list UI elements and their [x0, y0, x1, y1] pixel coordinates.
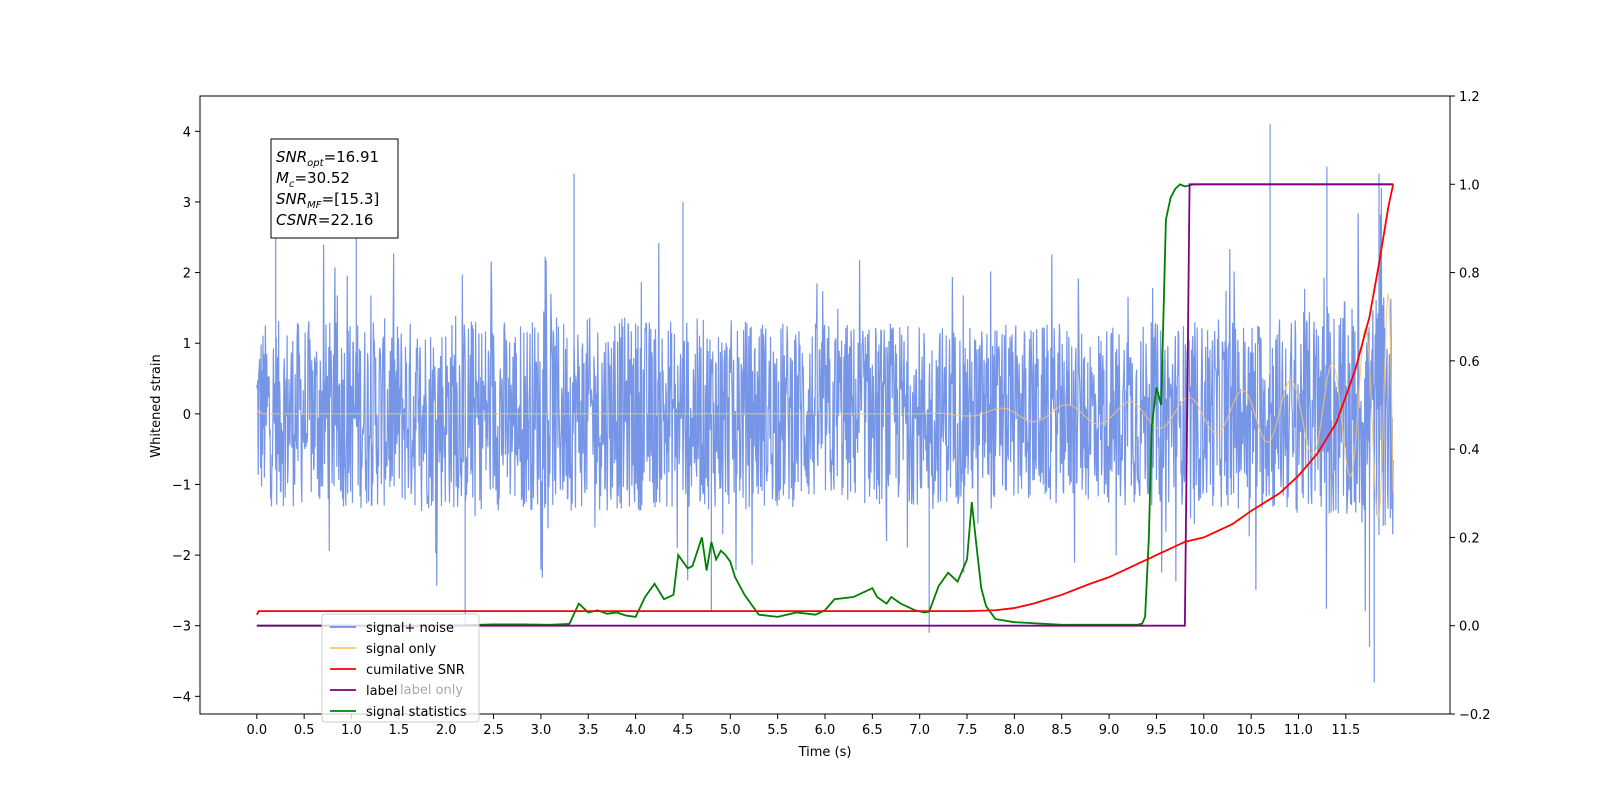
x-axis: 0.0 0.5 1.0 1.5 2.0 2.5 3.0 3.5 4.0 4.5 5.0 5.5 6.0 6…: [246, 714, 1360, 738]
series-cumulative-snr: [256, 184, 1395, 616]
annotation-line: SNRMF=[15.3]: [276, 190, 379, 211]
x-tick-label: 9.0: [1099, 723, 1120, 738]
x-tick-label: 0.5: [294, 723, 315, 738]
annotation-line: CSNR=22.16: [276, 211, 373, 229]
x-tick-label: 6.0: [815, 723, 836, 738]
x-tick-label: 3.0: [531, 723, 552, 738]
x-tick-label: 1.0: [341, 723, 362, 738]
y-axis-left: 4 3 2 1 0 −1 −2 −3 −4: [172, 125, 200, 705]
x-tick-label: 1.5: [389, 723, 410, 738]
x-tick-label: 8.5: [1051, 723, 1072, 738]
y-tick-label: 1: [183, 337, 191, 352]
y-tick-label: −1: [172, 478, 191, 493]
x-tick-label: 7.0: [909, 723, 930, 738]
annotation-subscript: MF: [307, 200, 322, 211]
annotation-subscript: opt: [307, 158, 324, 169]
y-tick-label: −3: [172, 620, 191, 635]
y2-tick-label: 1.2: [1459, 90, 1480, 105]
x-tick-label: 11.0: [1284, 723, 1313, 738]
stats-annotation-box: SNRopt=16.91Mc=30.52SNRMF=[15.3]CSNR=22.…: [270, 138, 399, 239]
legend-label: signal+ noise: [366, 621, 454, 636]
y2-tick-label: 0.6: [1459, 355, 1480, 370]
y2-tick-label: −0.2: [1459, 708, 1491, 723]
legend-label: signal only: [366, 642, 436, 657]
plot-area: [256, 124, 1395, 683]
annotation-line: Mc=30.52: [276, 169, 350, 190]
x-tick-label: 10.0: [1189, 723, 1218, 738]
legend-frame: [321, 613, 480, 723]
x-tick-label: 5.0: [720, 723, 741, 738]
y-tick-label: −4: [172, 690, 191, 705]
y-tick-label: 2: [183, 267, 191, 282]
annotation-frame: [270, 138, 399, 239]
y-tick-label: 0: [183, 408, 191, 423]
annotation-symbol: SNR: [276, 190, 307, 208]
x-tick-label: 5.5: [767, 723, 788, 738]
y-tick-label: −2: [172, 549, 191, 564]
y2-tick-label: 0.2: [1459, 531, 1480, 546]
x-tick-label: 9.5: [1146, 723, 1167, 738]
series-signal-noise: [256, 124, 1394, 683]
x-axis-label: Time (s): [798, 745, 852, 760]
y2-tick-label: 0.8: [1459, 267, 1480, 282]
y2-tick-label: 0.0: [1459, 620, 1480, 635]
y2-tick-label: 0.4: [1459, 443, 1480, 458]
x-tick-label: 6.5: [862, 723, 883, 738]
series-signal-statistics: [256, 183, 1394, 627]
series-signal-only: [256, 293, 1394, 520]
annotation-symbol: CSNR: [276, 211, 318, 229]
annotation-value: =22.16: [318, 211, 374, 229]
legend-label: cumilative SNR: [366, 663, 465, 678]
annotation-symbol: M: [276, 169, 289, 187]
legend: label only signal+ noise signal only cumila…: [321, 613, 480, 723]
x-tick-label: 4.0: [625, 723, 646, 738]
y-tick-label: 3: [183, 196, 191, 211]
annotation-symbol: SNR: [276, 148, 307, 166]
x-tick-label: 11.5: [1331, 723, 1360, 738]
x-tick-label: 3.5: [578, 723, 599, 738]
annotation-value: =[15.3]: [322, 190, 380, 208]
x-tick-label: 2.0: [436, 723, 457, 738]
x-tick-label: 8.0: [1004, 723, 1025, 738]
y-tick-label: 4: [183, 125, 191, 140]
x-tick-label: 2.5: [483, 723, 504, 738]
x-tick-label: 7.5: [957, 723, 978, 738]
annotation-value: =16.91: [324, 148, 380, 166]
annotation-value: =30.52: [294, 169, 350, 187]
legend-label: label: [366, 684, 397, 699]
annotation-subscript: c: [289, 179, 295, 190]
annotation-line: SNRopt=16.91: [276, 148, 379, 169]
x-tick-label: 0.0: [246, 723, 267, 738]
hidden-legend-text: label only: [400, 683, 463, 698]
y2-tick-label: 1.0: [1459, 178, 1480, 193]
y-axis-right: 1.2 1.0 0.8 0.6 0.4 0.2 0.0 −0.2: [1450, 90, 1491, 723]
series-label: [256, 183, 1394, 627]
legend-label: signal statistics: [366, 705, 467, 720]
y-axis-label: Whitened strain: [149, 354, 164, 457]
x-tick-label: 10.5: [1237, 723, 1266, 738]
x-tick-label: 4.5: [673, 723, 694, 738]
